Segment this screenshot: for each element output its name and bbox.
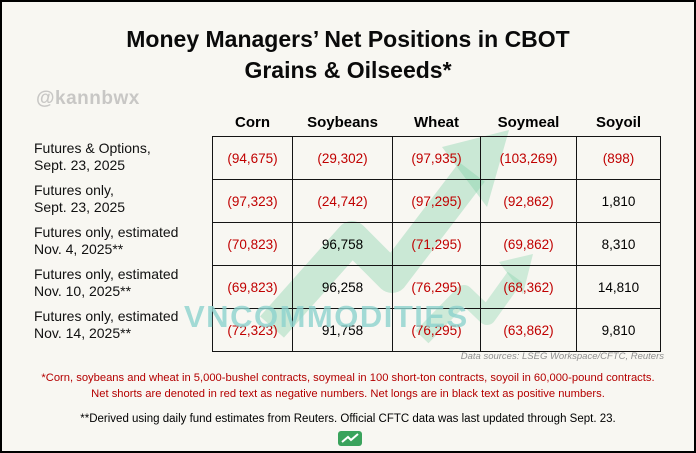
row-label: Futures only, estimated Nov. 10, 2025** xyxy=(34,262,210,304)
table-cell: 96,758 xyxy=(292,222,393,266)
table-cell: 8,310 xyxy=(576,222,661,266)
vncommodities-logo-icon xyxy=(338,431,362,451)
table-cell: (92,862) xyxy=(480,179,577,223)
header-row: Corn Soybeans Wheat Soymeal Soyoil xyxy=(213,112,661,137)
table-row: (97,323) (24,742) (97,295) (92,862) 1,81… xyxy=(212,179,661,223)
page-title: Money Managers’ Net Positions in CBOT Gr… xyxy=(2,24,694,86)
column-header-wheat: Wheat xyxy=(414,113,459,131)
row-label-line: Nov. 4, 2025** xyxy=(34,241,124,257)
table-cell: (63,862) xyxy=(480,308,577,352)
row-label-line: Futures & Options, xyxy=(34,140,151,156)
table-cell: (70,823) xyxy=(212,222,293,266)
row-label-line: Nov. 14, 2025** xyxy=(34,325,132,341)
row-label-line: Futures only, xyxy=(34,182,114,198)
footnote-red: *Corn, soybeans and wheat in 5,000-bushe… xyxy=(2,370,694,402)
table-row: (70,823) 96,758 (71,295) (69,862) 8,310 xyxy=(212,222,661,266)
row-label-line: Sept. 23, 2025 xyxy=(34,199,126,215)
title-line-2: Grains & Oilseeds* xyxy=(244,57,452,83)
table-cell: (69,823) xyxy=(212,265,293,309)
column-header-corn: Corn xyxy=(235,113,270,131)
table-cell: (29,302) xyxy=(292,136,393,180)
title-line-1: Money Managers’ Net Positions in CBOT xyxy=(126,26,570,52)
table-cell: (76,295) xyxy=(392,308,481,352)
table-row: (72,323) 91,758 (76,295) (63,862) 9,810 xyxy=(212,308,661,352)
table-cell: (97,323) xyxy=(212,179,293,223)
table-cell: 14,810 xyxy=(576,265,661,309)
table-row: (69,823) 96,258 (76,295) (68,362) 14,810 xyxy=(212,265,661,309)
row-label-line: Futures only, estimated xyxy=(34,224,179,240)
data-sources-note: Data sources: LSEG Workspace/CFTC, Reute… xyxy=(460,351,664,362)
watermark-brand: VNCOMMODITIES xyxy=(184,299,469,334)
table-cell: 91,758 xyxy=(292,308,393,352)
row-label-line: Sept. 23, 2025 xyxy=(34,157,126,173)
row-label: Futures only, estimated Nov. 14, 2025** xyxy=(34,304,210,346)
row-labels: Futures & Options, Sept. 23, 2025 Future… xyxy=(34,136,210,346)
table-cell: (72,323) xyxy=(212,308,293,352)
column-header-soymeal: Soymeal xyxy=(497,113,560,131)
row-label-line: Nov. 10, 2025** xyxy=(34,283,132,299)
footnote-black: **Derived using daily fund estimates fro… xyxy=(80,413,616,425)
footnote-red-line-2: Net shorts are denoted in red text as ne… xyxy=(91,388,605,400)
table-row: (94,675) (29,302) (97,935) (103,269) (89… xyxy=(212,136,661,180)
table-cell: (71,295) xyxy=(392,222,481,266)
row-label: Futures & Options, Sept. 23, 2025 xyxy=(34,136,210,178)
positions-table: Corn Soybeans Wheat Soymeal Soyoil (94,6… xyxy=(212,112,661,352)
table-cell: 1,810 xyxy=(576,179,661,223)
table-cell: 96,258 xyxy=(292,265,393,309)
table-cell: (103,269) xyxy=(480,136,577,180)
row-label-line: Futures only, estimated xyxy=(34,266,179,282)
row-label: Futures only, estimated Nov. 4, 2025** xyxy=(34,220,210,262)
footnote-red-line-1: *Corn, soybeans and wheat in 5,000-bushe… xyxy=(41,372,655,384)
table-cell: (24,742) xyxy=(292,179,393,223)
table-cell: (97,935) xyxy=(392,136,481,180)
column-header-soybeans: Soybeans xyxy=(307,113,378,131)
table-cell: (68,362) xyxy=(480,265,577,309)
row-label-line: Futures only, estimated xyxy=(34,308,179,324)
watermark-handle: @kannbwx xyxy=(36,88,140,109)
row-label: Futures only, Sept. 23, 2025 xyxy=(34,178,210,220)
table-cell: (94,675) xyxy=(212,136,293,180)
table-cell: (69,862) xyxy=(480,222,577,266)
table-cell: (898) xyxy=(576,136,661,180)
column-header-soyoil: Soyoil xyxy=(595,113,641,131)
table-cell: (97,295) xyxy=(392,179,481,223)
table-cell: 9,810 xyxy=(576,308,661,352)
